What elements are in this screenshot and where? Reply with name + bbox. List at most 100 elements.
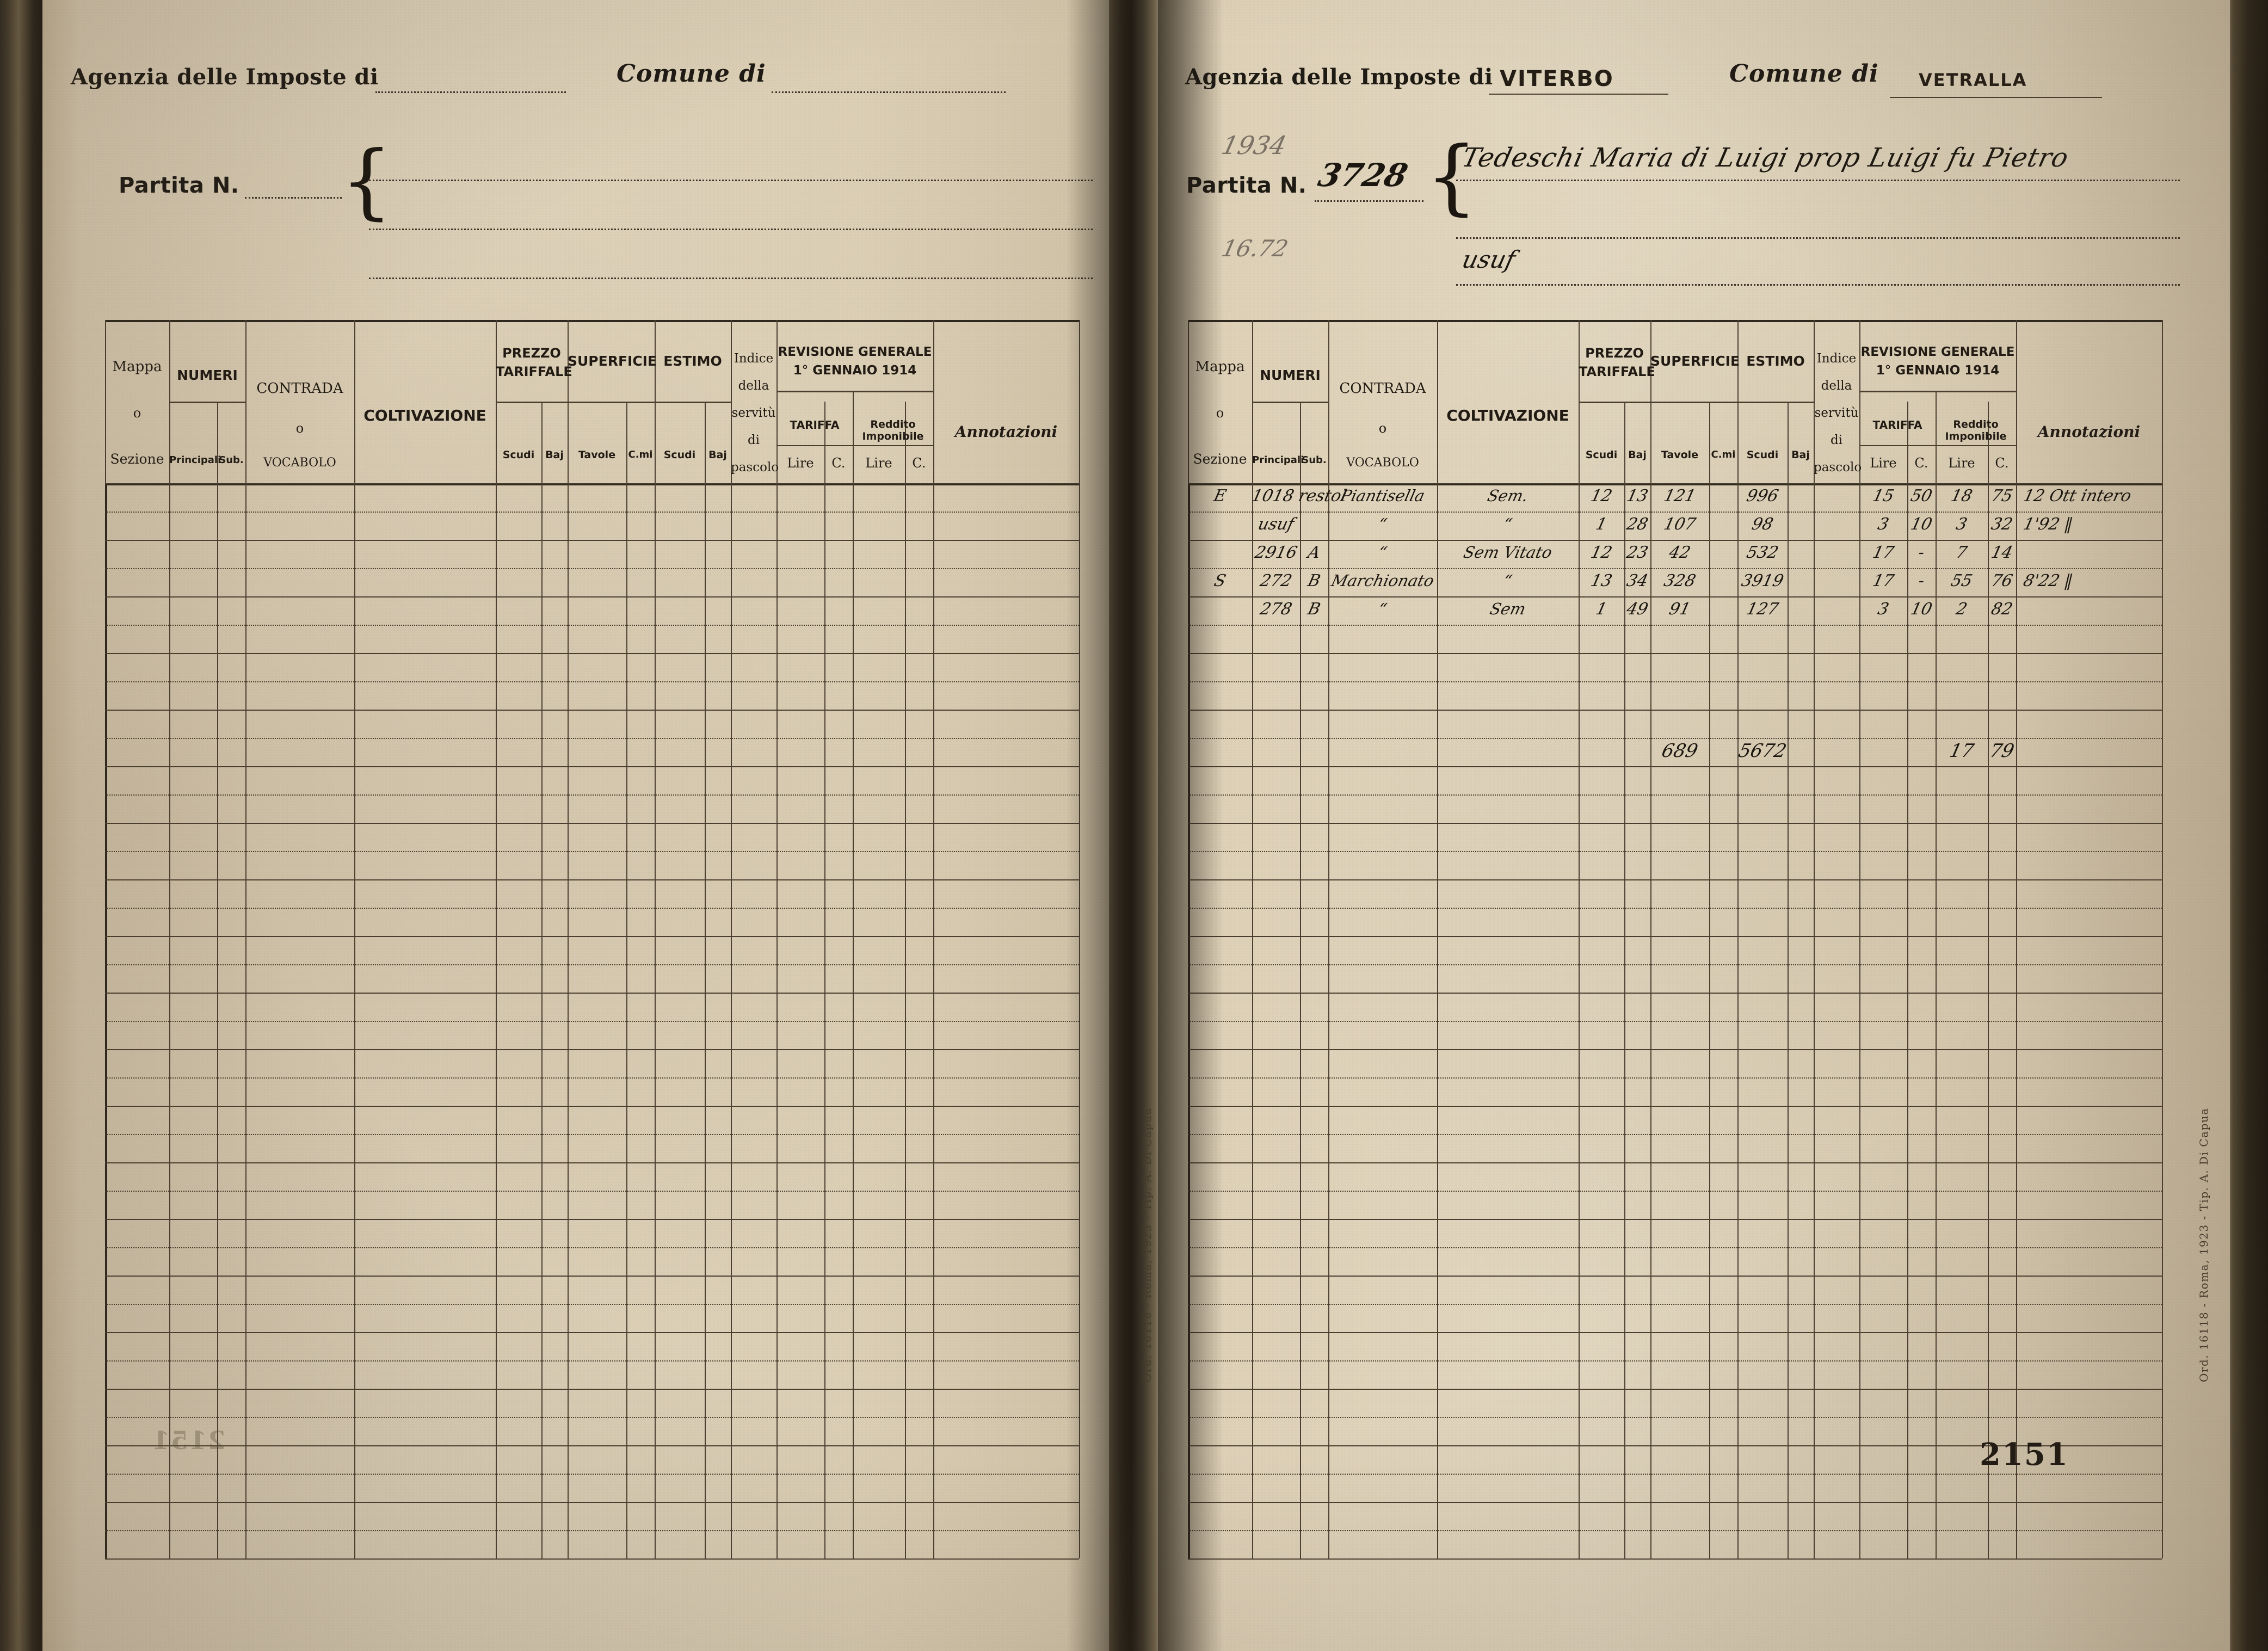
- cell-contrada[interactable]: Marchionato: [1329, 571, 1436, 590]
- cell-pt_scudi[interactable]: 12: [1588, 486, 1614, 506]
- cell-num_principale[interactable]: 1018 restol: [1249, 486, 1349, 506]
- cell-sup_tavole[interactable]: 91: [1667, 600, 1693, 619]
- cell-tar_c[interactable]: 10: [1908, 600, 1934, 619]
- cell-tar_c[interactable]: 50: [1908, 486, 1934, 506]
- comune-value-right[interactable]: VETRALLA: [1919, 70, 2027, 90]
- right-page: Agenzia delle Imposte di VITERBO Comune …: [1158, 0, 2230, 1651]
- cell-est_scudi[interactable]: 127: [1745, 600, 1780, 619]
- cell-num_sub[interactable]: B: [1305, 571, 1323, 590]
- cell-red_c[interactable]: 14: [1989, 543, 2015, 562]
- hdr-mappa: Mappa: [112, 359, 162, 375]
- body-hrule: [105, 1191, 1079, 1192]
- cell-coltivazione[interactable]: “: [1501, 515, 1514, 533]
- cell-contrada[interactable]: “: [1376, 515, 1389, 533]
- cell-sup_tavole[interactable]: 42: [1667, 543, 1693, 562]
- body-hrule: [105, 1502, 1079, 1503]
- cell-red_lire[interactable]: 55: [1949, 571, 1975, 590]
- owner-rule-left-1: [369, 180, 1093, 181]
- partita-value-right[interactable]: 3728: [1315, 157, 1412, 194]
- cell-contrada[interactable]: “: [1376, 600, 1389, 618]
- cell-red_c[interactable]: 75: [1989, 486, 2015, 506]
- header-subvrule: [626, 402, 627, 483]
- cell-pt_baj[interactable]: 34: [1624, 571, 1650, 590]
- cell-red_lire[interactable]: 3: [1954, 515, 1969, 534]
- superficie-span-rule: [568, 402, 655, 403]
- cell-sup_tavole[interactable]: 121: [1662, 486, 1698, 506]
- cell-annotazioni[interactable]: 1'92 ‖: [2021, 515, 2075, 534]
- cell-red_c[interactable]: 76: [1989, 571, 2015, 590]
- body-hrule: [1188, 1219, 2162, 1220]
- comune-value-rule-left: [772, 91, 1006, 93]
- agency-value-right[interactable]: VITERBO: [1500, 66, 1614, 91]
- header-subvrule: [905, 402, 906, 483]
- comune-value-rule-right: [1890, 97, 2102, 98]
- cell-pt_baj[interactable]: 28: [1624, 515, 1650, 534]
- owner-line1-right[interactable]: Tedeschi Maria di Luigi prop Luigi fu Pi…: [1459, 143, 2072, 173]
- cell-red_c[interactable]: 32: [1989, 515, 2015, 534]
- cell-coltivazione[interactable]: Sem Vitato: [1462, 543, 1554, 562]
- hdr-sub: Sub.: [219, 454, 244, 466]
- cell-num_principale[interactable]: usuf: [1256, 515, 1296, 534]
- cell-tar_lire[interactable]: 17: [1870, 571, 1896, 590]
- cell-pt_baj[interactable]: 13: [1624, 486, 1650, 506]
- cell-num_sub[interactable]: B: [1305, 600, 1323, 619]
- owner-line2-right[interactable]: usuf: [1459, 246, 1518, 274]
- cell-red_c[interactable]: 82: [1989, 600, 2015, 619]
- superficie-span-rule: [1650, 402, 1737, 403]
- cell-contrada[interactable]: Piantisella: [1339, 486, 1427, 505]
- hdr-cmi: C.mi: [1711, 449, 1736, 460]
- cell-tar_lire[interactable]: 15: [1870, 486, 1896, 506]
- cell-pt_baj[interactable]: 49: [1624, 600, 1650, 619]
- estimo-span-rule: [655, 402, 731, 403]
- cell-annotazioni[interactable]: 12 Ott intero: [2021, 486, 2134, 506]
- hdr-est-baj: Baj: [708, 449, 727, 461]
- cell-num_sub[interactable]: A: [1306, 543, 1322, 562]
- cell-pt_scudi[interactable]: 1: [1594, 600, 1609, 619]
- cell-coltivazione[interactable]: “: [1501, 571, 1514, 590]
- cell-tar_lire[interactable]: 3: [1876, 515, 1891, 534]
- cell-tar_c[interactable]: 10: [1908, 515, 1934, 534]
- hdr-annotazioni: Annotazioni: [2037, 423, 2141, 441]
- cell-contrada[interactable]: “: [1376, 543, 1389, 562]
- cell-red_lire[interactable]: 7: [1954, 543, 1969, 562]
- cell-num_principale[interactable]: 278: [1258, 600, 1294, 619]
- cell-red_lire[interactable]: 18: [1949, 486, 1975, 506]
- hdr-indice-4: pascolo: [1814, 460, 1862, 475]
- body-hrule: [105, 1276, 1079, 1277]
- cell-est_scudi[interactable]: 996: [1745, 486, 1780, 506]
- cell-sup_tavole[interactable]: 328: [1662, 571, 1698, 590]
- hdr-red-c: C.: [912, 455, 926, 471]
- body-hrule: [105, 1445, 1079, 1446]
- cell-tar_c[interactable]: -: [1916, 571, 1927, 590]
- hdr-mappa-o: o: [133, 405, 141, 421]
- cell-est_scudi[interactable]: 3919: [1739, 571, 1786, 590]
- body-hrule: [1188, 1134, 2162, 1135]
- body-hrule: [105, 540, 1079, 541]
- cell-tar_lire[interactable]: 3: [1876, 600, 1891, 619]
- cell-pt_baj[interactable]: 23: [1624, 543, 1650, 562]
- cell-tar_c[interactable]: -: [1916, 543, 1927, 562]
- cell-tar_lire[interactable]: 17: [1870, 543, 1896, 562]
- body-hrule: [105, 1360, 1079, 1362]
- cell-sup_tavole[interactable]: 107: [1662, 515, 1698, 534]
- cell-est_scudi[interactable]: 532: [1745, 543, 1780, 562]
- body-hrule: [105, 512, 1079, 513]
- cell-num_principale[interactable]: 272: [1258, 571, 1294, 590]
- cell-coltivazione[interactable]: Sem: [1488, 600, 1528, 618]
- cell-pt_scudi[interactable]: 12: [1588, 543, 1614, 562]
- cell-red_lire[interactable]: 2: [1954, 600, 1969, 619]
- total-reddito-c: 79: [1987, 740, 2017, 762]
- header-subvrule: [217, 402, 218, 483]
- hdr-revisione-2: 1° GENNAIO 1914: [1876, 364, 2000, 378]
- cell-coltivazione[interactable]: Sem.: [1486, 486, 1530, 505]
- header-subvrule: [1709, 402, 1710, 483]
- cell-pt_scudi[interactable]: 1: [1594, 515, 1609, 534]
- cell-annotazioni[interactable]: 8'22 ‖: [2021, 571, 2075, 590]
- hdr-revisione-1: REVISIONE GENERALE: [1860, 345, 2015, 359]
- body-hrule: [105, 1162, 1079, 1163]
- cell-pt_scudi[interactable]: 13: [1588, 571, 1614, 590]
- cell-est_scudi[interactable]: 98: [1749, 515, 1776, 534]
- body-hrule: [105, 596, 1079, 597]
- side-note-right: 16.72: [1219, 235, 1291, 262]
- cell-num_principale[interactable]: 2916: [1253, 543, 1299, 562]
